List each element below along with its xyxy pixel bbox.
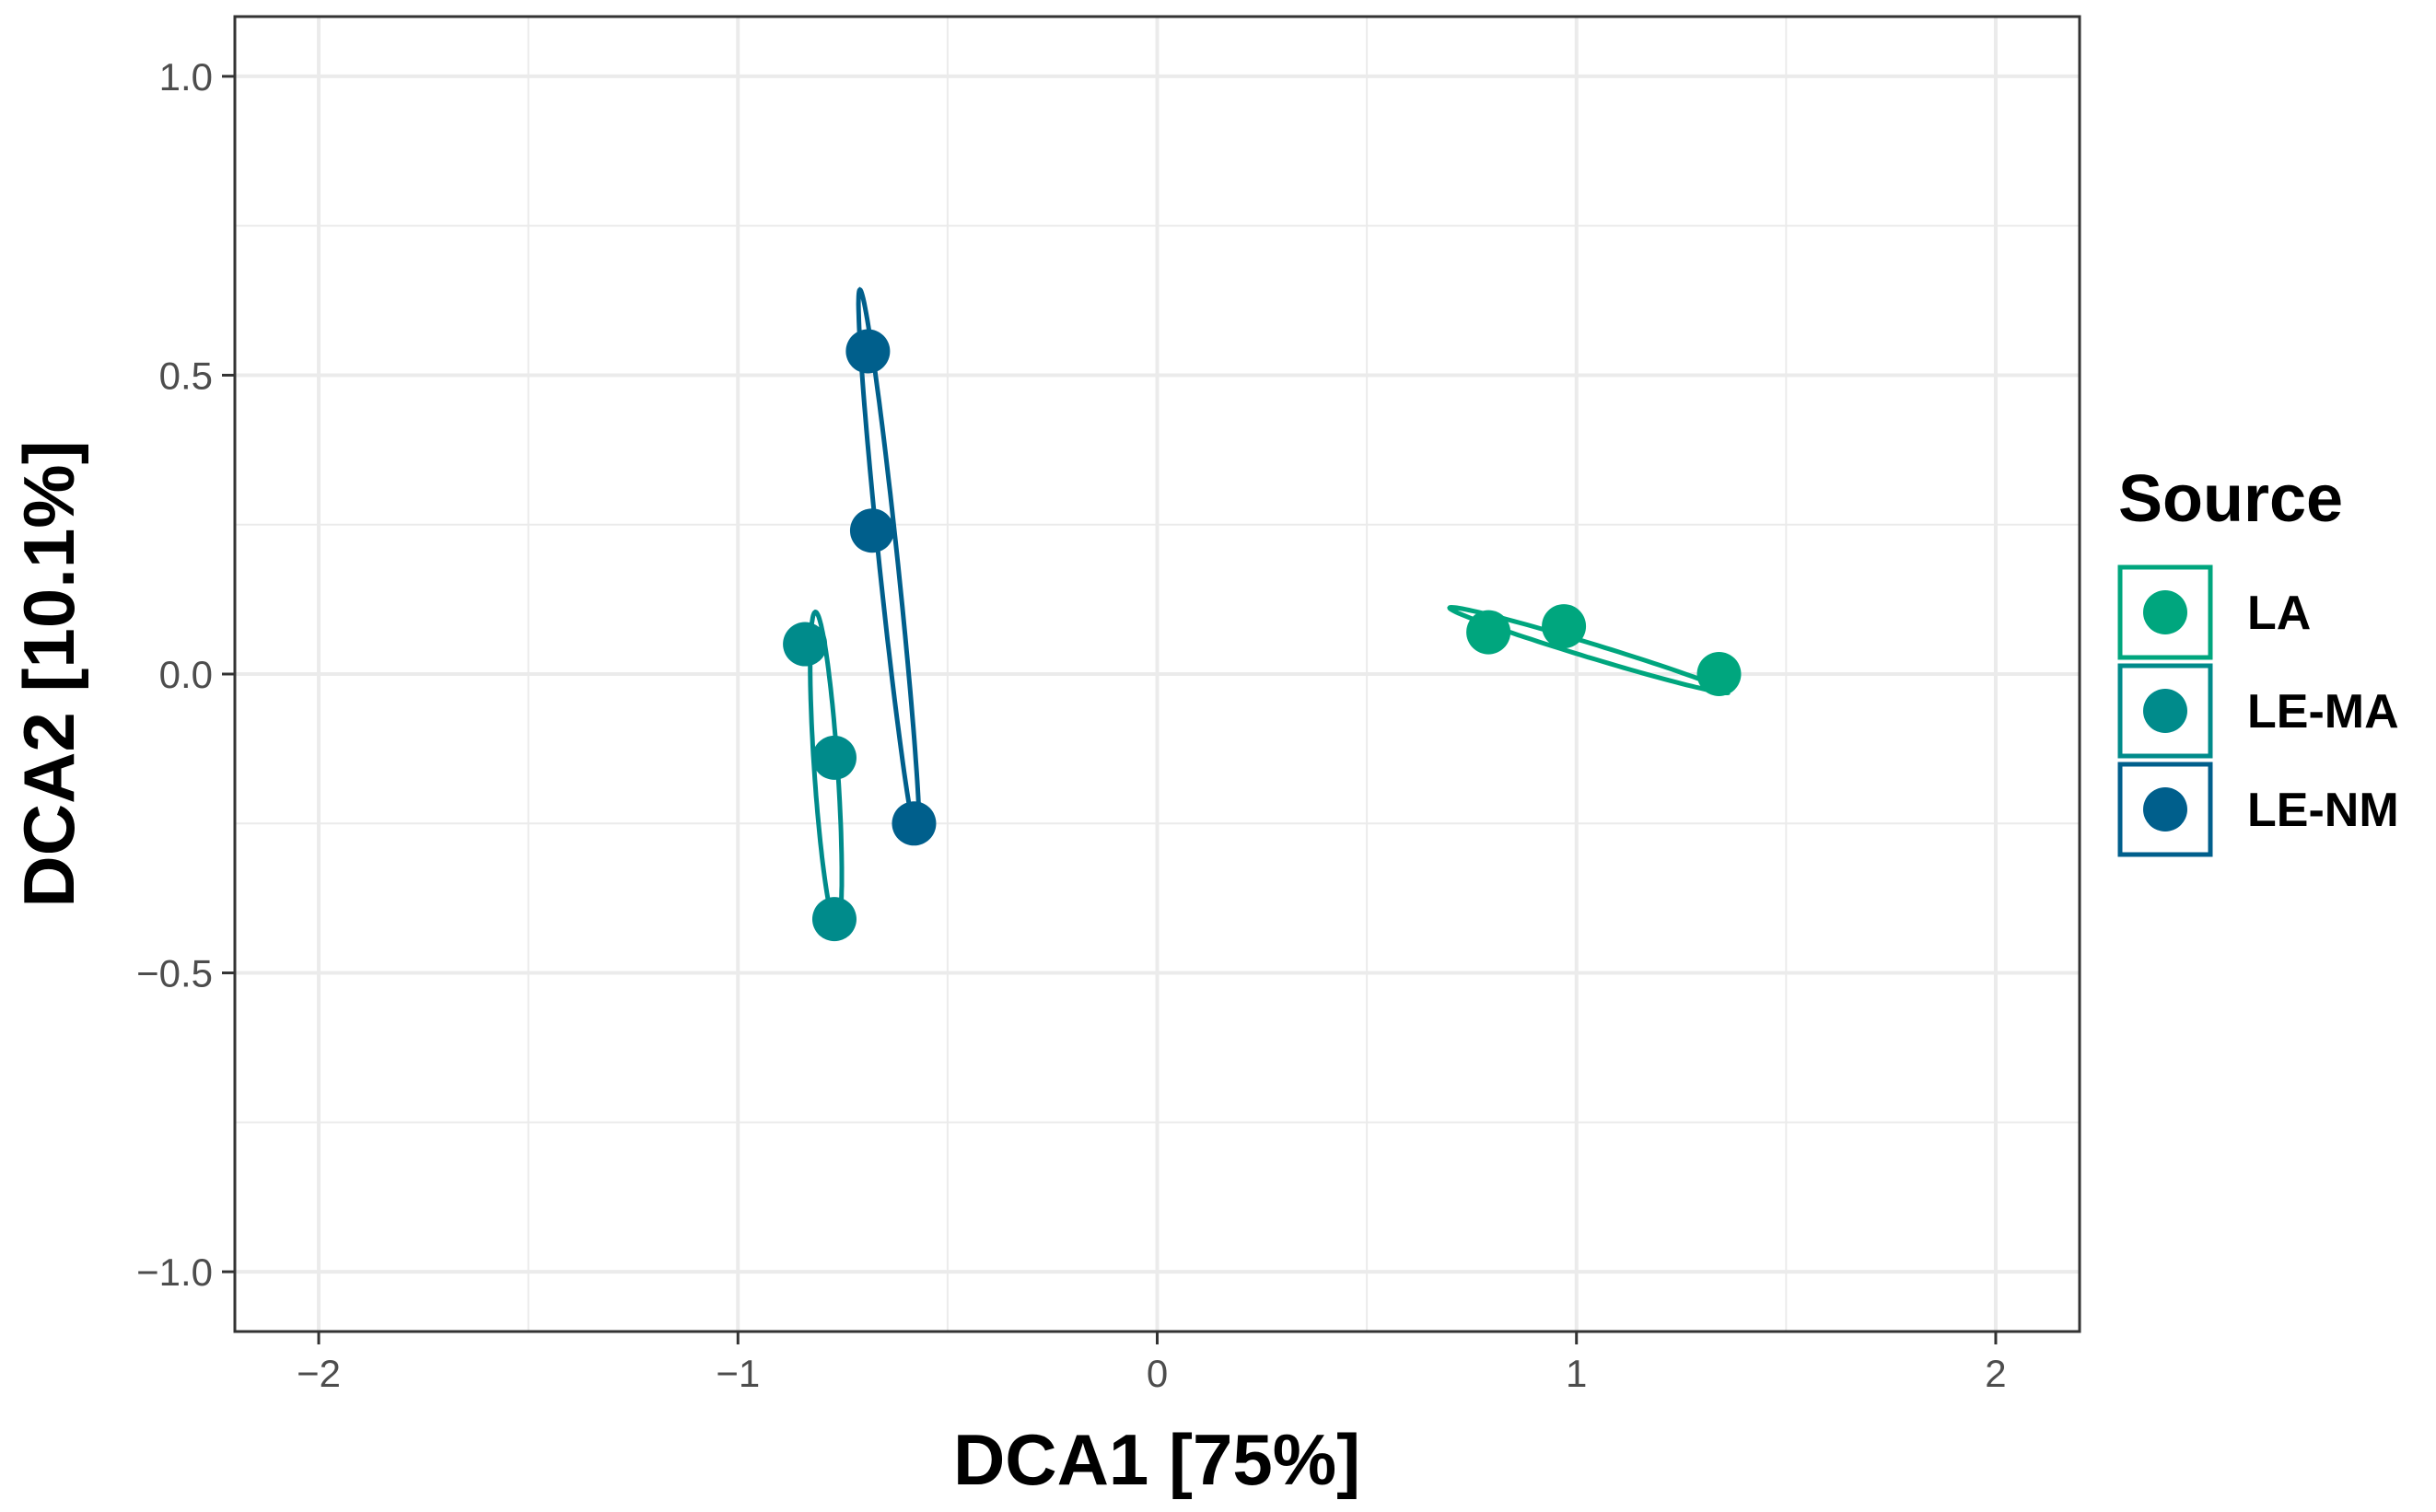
x-axis-ticks: −2 −1 0 1 2 — [297, 1332, 2007, 1395]
legend-label-le-ma: LE-MA — [2247, 685, 2399, 739]
x-tick-label: 2 — [1985, 1352, 2006, 1395]
confidence-ellipses — [808, 286, 1731, 930]
point-la — [1466, 610, 1511, 655]
y-tick-label: −1.0 — [136, 1250, 213, 1294]
legend-marker-le-ma — [2143, 689, 2187, 733]
point-le-ma — [811, 735, 857, 780]
x-tick-label: −2 — [297, 1352, 341, 1395]
point-le-ma — [783, 622, 828, 667]
legend-marker-le-nm — [2143, 787, 2187, 832]
ellipse-le-nm — [856, 286, 922, 845]
point-le-nm — [849, 508, 894, 553]
x-axis-title: DCA1 [75%] — [953, 1419, 1360, 1500]
point-la — [1542, 604, 1587, 649]
data-points — [783, 329, 1742, 942]
ellipse-le-ma — [808, 609, 845, 930]
point-le-ma — [811, 897, 857, 942]
ellipse-la — [1447, 604, 1731, 695]
y-axis-ticks: −1.0 −0.5 0.0 0.5 1.0 — [136, 55, 235, 1294]
y-axis-title: DCA2 [10.1%] — [8, 440, 89, 907]
point-le-nm — [845, 329, 891, 374]
y-tick-label: −0.5 — [136, 952, 213, 995]
point-le-nm — [892, 801, 937, 846]
x-tick-label: −1 — [716, 1352, 760, 1395]
major-gridlines — [235, 17, 2080, 1332]
point-la — [1696, 652, 1742, 696]
legend-items: LA LE-MA LE-NM — [2117, 564, 2399, 857]
legend-key-le-nm — [2117, 762, 2213, 857]
legend-label-la: LA — [2247, 587, 2311, 640]
legend-label-le-nm: LE-NM — [2247, 784, 2399, 837]
y-tick-label: 0.5 — [159, 354, 213, 397]
y-tick-label: 0.0 — [159, 653, 213, 696]
legend: Source LA LE-MA LE-NM — [2117, 462, 2399, 857]
legend-marker-la — [2143, 590, 2187, 634]
legend-title: Source — [2118, 462, 2343, 536]
x-tick-label: 1 — [1566, 1352, 1587, 1395]
y-tick-label: 1.0 — [159, 55, 213, 99]
x-tick-label: 0 — [1147, 1352, 1168, 1395]
